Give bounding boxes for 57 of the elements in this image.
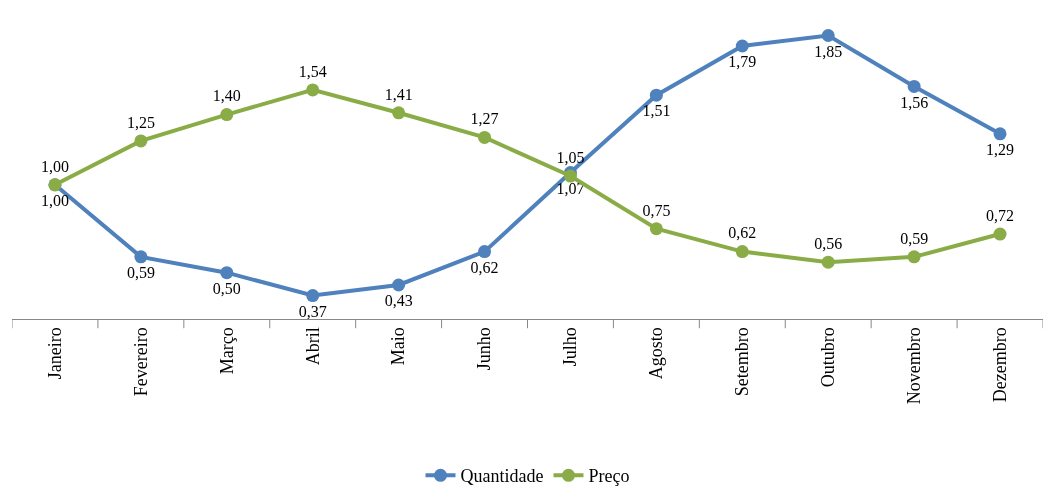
point — [993, 127, 1007, 141]
x-tick-label: Março — [216, 327, 237, 375]
data-label: 1,29 — [986, 140, 1015, 158]
data-label: 1,05 — [556, 148, 585, 166]
data-label: 0,59 — [126, 263, 155, 281]
data-label: 0,62 — [728, 224, 757, 242]
data-label: 1,41 — [384, 85, 413, 103]
x-tick-label: Outubro — [818, 327, 839, 388]
point — [907, 250, 921, 264]
data-label: 0,59 — [900, 229, 929, 247]
point — [220, 266, 234, 280]
x-tick-label: Abril — [302, 327, 323, 366]
point — [220, 108, 234, 122]
x-tick-label: Agosto — [646, 327, 667, 380]
data-label: 1,25 — [126, 113, 155, 131]
data-label: 1,54 — [298, 62, 327, 80]
point — [907, 79, 921, 93]
x-tick-label: Fevereiro — [130, 327, 151, 397]
legend-label: Preço — [588, 466, 630, 487]
x-tick-label: Julho — [560, 327, 581, 367]
data-label: 0,72 — [986, 206, 1015, 224]
data-label: 0,37 — [298, 302, 327, 320]
x-tick-label: Setembro — [732, 327, 753, 397]
point — [134, 250, 148, 264]
data-label: 1,56 — [900, 93, 929, 111]
point — [993, 227, 1007, 241]
point — [306, 83, 320, 97]
x-tick-label: Junho — [474, 327, 495, 371]
data-label: 0,56 — [814, 235, 843, 253]
data-label: 1,85 — [814, 42, 843, 60]
point — [735, 39, 749, 53]
x-tick-label: Novembro — [903, 327, 924, 405]
point — [478, 245, 492, 259]
point — [649, 88, 663, 102]
point — [306, 289, 320, 303]
x-tick-label: Janeiro — [44, 327, 65, 380]
point — [821, 255, 835, 269]
data-label: 1,40 — [212, 87, 241, 105]
point — [478, 130, 492, 144]
data-label: 1,27 — [470, 110, 499, 128]
point — [821, 28, 835, 42]
x-tick-label: Maio — [388, 327, 409, 366]
point — [392, 278, 406, 292]
point — [134, 134, 148, 148]
point — [392, 106, 406, 120]
data-label: 1,79 — [728, 53, 757, 71]
data-label: 0,43 — [384, 292, 413, 310]
data-label: 1,00 — [40, 157, 69, 175]
data-label: 1,00 — [40, 191, 69, 209]
data-label: 0,50 — [212, 279, 241, 297]
data-label: 1,51 — [642, 102, 671, 120]
point — [735, 245, 749, 259]
data-label: 0,75 — [642, 201, 671, 219]
data-label: 0,62 — [470, 258, 499, 276]
legend-label: Quantidade — [460, 466, 544, 487]
x-tick-label: Dezembro — [989, 327, 1010, 403]
point — [649, 222, 663, 236]
